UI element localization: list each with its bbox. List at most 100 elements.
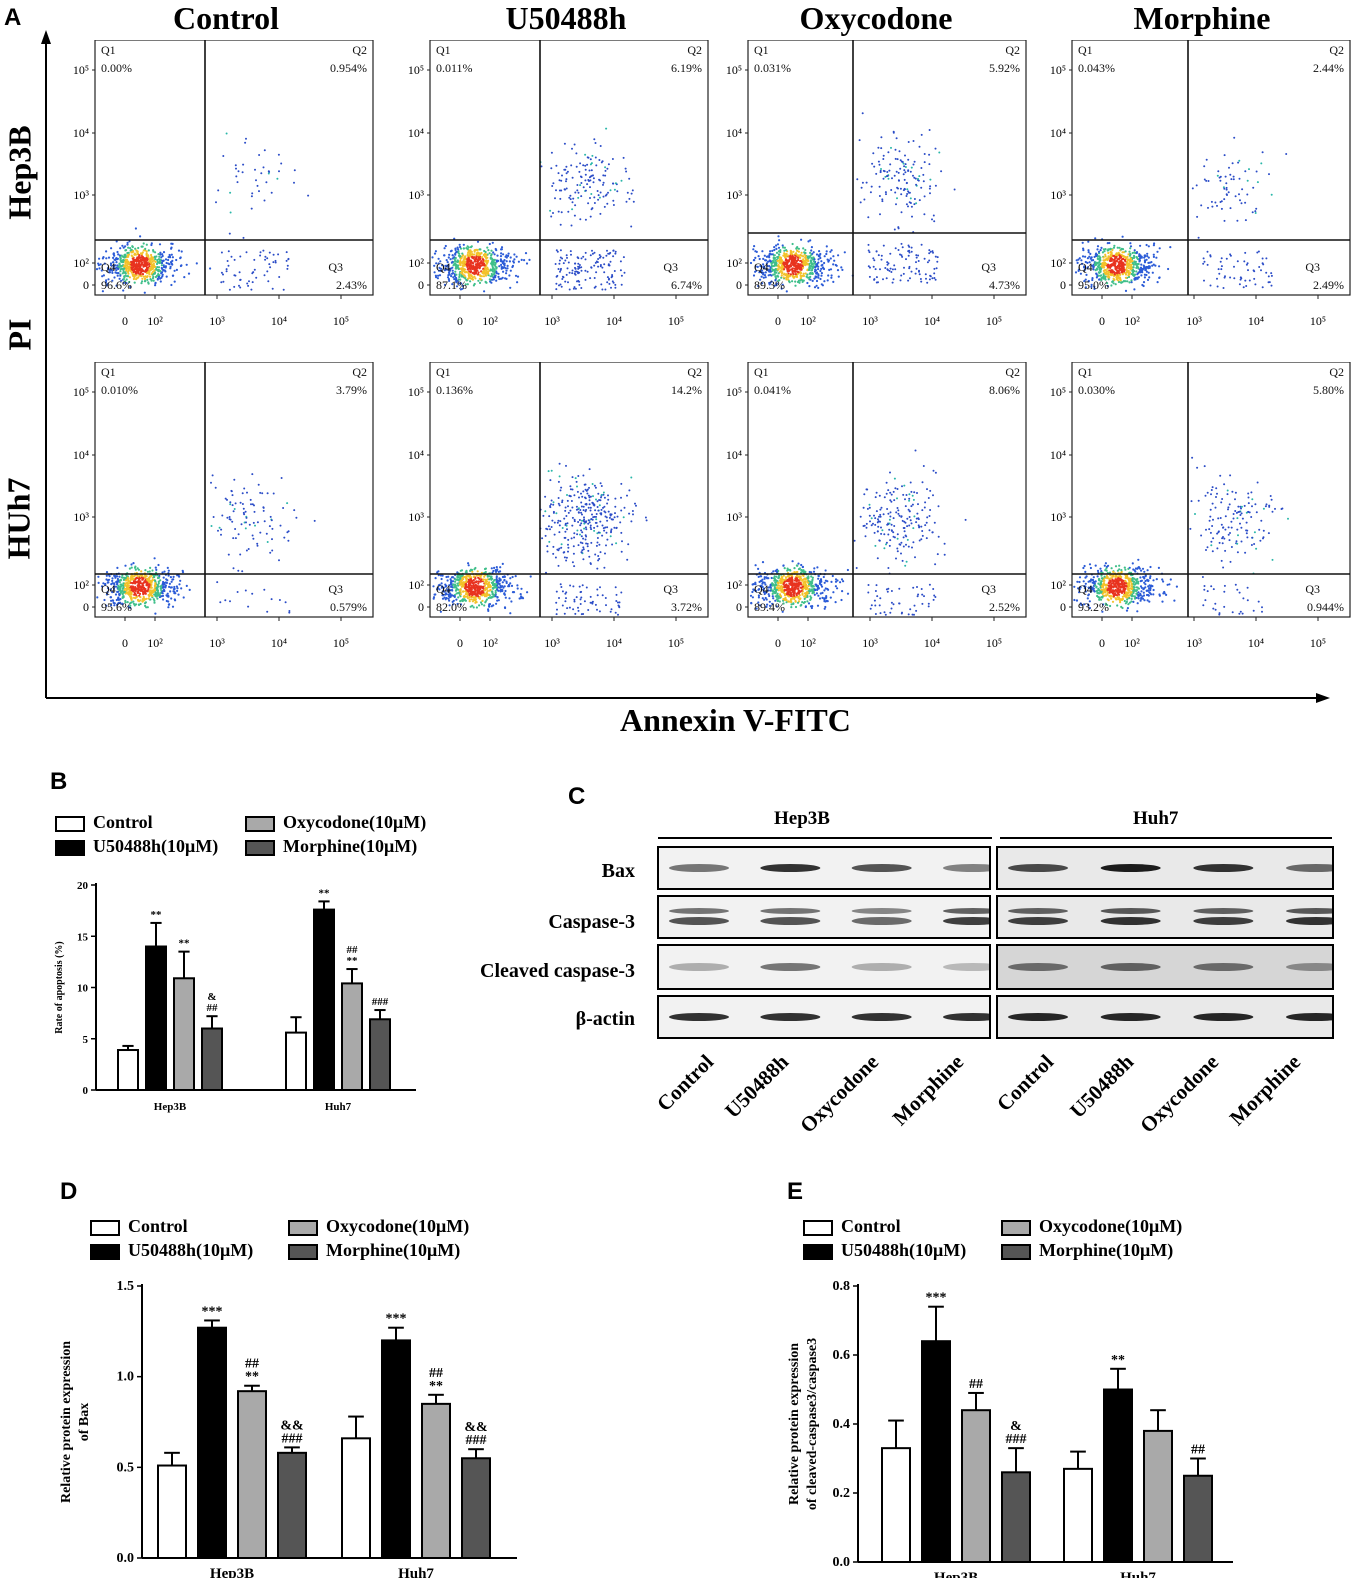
quadrant-q1-name: Q1 bbox=[101, 43, 116, 57]
x-tick-label: 10⁵ bbox=[668, 314, 684, 328]
band bbox=[1100, 908, 1161, 914]
y-tick-label: 15 bbox=[77, 931, 89, 943]
y-tick-label: 0 bbox=[83, 600, 89, 614]
blot-bands bbox=[669, 864, 989, 872]
x-tick-label: 10⁴ bbox=[1248, 314, 1264, 328]
facs-events bbox=[95, 132, 310, 294]
quadrant-q1-name: Q1 bbox=[754, 365, 769, 379]
bar bbox=[201, 1027, 223, 1091]
bar bbox=[145, 945, 167, 1091]
significance-label: && bbox=[280, 1418, 303, 1433]
bar bbox=[173, 977, 195, 1091]
quadrant-q3-value: 4.73% bbox=[989, 278, 1020, 292]
quadrant-q2-value: 2.44% bbox=[1313, 61, 1344, 75]
quadrant-q1-name: Q1 bbox=[101, 365, 116, 379]
quadrant-q3-value: 2.49% bbox=[1313, 278, 1344, 292]
y-axis-label: of Bax bbox=[77, 1403, 92, 1442]
x-tick-label: 10⁵ bbox=[333, 314, 349, 328]
wb-group-lines bbox=[658, 837, 1332, 839]
y-tick-label: 10² bbox=[1050, 256, 1066, 270]
quadrant-q3-value: 0.579% bbox=[330, 600, 367, 614]
x-tick-label: 10⁴ bbox=[924, 314, 940, 328]
bar bbox=[117, 1049, 139, 1091]
significance-label: ## bbox=[969, 1377, 983, 1392]
cleaved-caspase-bar-chart: 0.0 0.2 0.4 0.6 0.8 Relative protein expressi… bbox=[787, 1279, 1233, 1578]
x-tick-label: 10³ bbox=[1186, 314, 1202, 328]
x-tick-label: 10² bbox=[800, 636, 816, 650]
x-tick-label: 0 bbox=[775, 636, 781, 650]
y-tick-label: 10² bbox=[73, 578, 89, 592]
band bbox=[1193, 917, 1254, 925]
band bbox=[943, 908, 989, 914]
quadrant-q4-value: 89.3% bbox=[754, 278, 785, 292]
y-tick-label: 0 bbox=[418, 600, 424, 614]
significance-label: ** bbox=[319, 887, 331, 899]
x-tick-label: 10³ bbox=[544, 314, 560, 328]
legend-item-morphine: Morphine(10μM) bbox=[288, 1240, 460, 1261]
quadrant-q3-name: Q3 bbox=[1305, 260, 1320, 274]
facs-scatter: Q1 0.030% Q2 5.80% Q4 93.2% Q3 0.944% 10⁵ 10⁴ 10³ 1… bbox=[1050, 362, 1351, 650]
significance-label: ### bbox=[372, 996, 389, 1008]
bar bbox=[961, 1409, 991, 1563]
y-axis-label: of cleaved-caspase3/caspase3 bbox=[805, 1338, 820, 1510]
x-tick-label: 10⁴ bbox=[924, 636, 940, 650]
significance-label: *** bbox=[926, 1291, 947, 1306]
bar bbox=[381, 1339, 411, 1560]
significance-label: *** bbox=[202, 1304, 223, 1319]
facs-plot: Q1 0.011% Q2 6.19% Q4 87.1% Q3 6.74% 10⁵ 10⁴ 10³ 10… bbox=[390, 40, 713, 355]
significance-label: & bbox=[207, 991, 216, 1003]
band bbox=[851, 917, 912, 925]
y-tick-label: 10³ bbox=[1050, 510, 1066, 524]
facs-events bbox=[749, 112, 956, 293]
quadrant-q3-value: 2.52% bbox=[989, 600, 1020, 614]
blot-strip bbox=[996, 895, 1334, 939]
y-tick-label: 10² bbox=[726, 578, 742, 592]
bar bbox=[1183, 1474, 1213, 1563]
quadrant-q2-name: Q2 bbox=[687, 365, 702, 379]
quadrant-q4-value: 93.2% bbox=[1078, 600, 1109, 614]
quadrant-q3-name: Q3 bbox=[981, 260, 996, 274]
panel-label-a: A bbox=[4, 4, 22, 31]
band bbox=[851, 864, 912, 872]
band bbox=[943, 1013, 989, 1021]
y-tick-label: 0.0 bbox=[833, 1555, 851, 1570]
x-tick-label: 10³ bbox=[862, 314, 878, 328]
column-title-oxycodone: Oxycodone bbox=[799, 0, 953, 36]
y-tick-label: 10⁵ bbox=[726, 63, 742, 77]
y-tick-label: 10⁴ bbox=[408, 126, 424, 140]
facs-events bbox=[1074, 136, 1288, 292]
quadrant-q3-value: 6.74% bbox=[671, 278, 702, 292]
band bbox=[669, 963, 729, 971]
quadrant-q2-name: Q2 bbox=[352, 43, 367, 57]
band bbox=[943, 864, 989, 872]
column-title-control: Control bbox=[172, 0, 280, 36]
quadrant-q3-name: Q3 bbox=[663, 260, 678, 274]
y-tick-label: 10³ bbox=[408, 188, 424, 202]
x-tick-label: 10⁵ bbox=[1310, 314, 1326, 328]
quadrant-q2-name: Q2 bbox=[1329, 43, 1344, 57]
legend-item-u50488h: U50488h(10μM) bbox=[803, 1240, 966, 1261]
y-tick-label: 0.0 bbox=[117, 1551, 135, 1566]
legend-item-control: Control bbox=[803, 1216, 901, 1237]
quadrant-q4-name: Q4 bbox=[101, 260, 116, 274]
quadrant-q4-value: 89.4% bbox=[754, 600, 785, 614]
band bbox=[1008, 917, 1068, 925]
column-title-u50488h: U50488h bbox=[505, 0, 627, 36]
quadrant-q1-name: Q1 bbox=[754, 43, 769, 57]
blot-strip bbox=[996, 944, 1334, 990]
band bbox=[1100, 864, 1161, 872]
quadrant-q1-name: Q1 bbox=[1078, 43, 1093, 57]
quadrant-q2-name: Q2 bbox=[352, 365, 367, 379]
band bbox=[851, 963, 912, 971]
quadrant-q4-name: Q4 bbox=[754, 582, 769, 596]
panel-label-c: C bbox=[568, 783, 586, 810]
x-tick-label: 0 bbox=[457, 314, 463, 328]
blot-bands bbox=[1008, 1013, 1332, 1021]
y-tick-label: 0 bbox=[1060, 600, 1066, 614]
facs-scatter: Q1 0.010% Q2 3.79% Q4 95.6% Q3 0.579% 10⁵ 10⁴ 10³ 1… bbox=[73, 362, 374, 650]
facs-plot: Q1 0.031% Q2 5.92% Q4 89.3% Q3 4.73% 10⁵ 10⁴ 10³ 10… bbox=[708, 40, 1031, 355]
category-label: Hep3B bbox=[934, 1570, 978, 1578]
legend-item-u50488h: U50488h(10μM) bbox=[90, 1240, 253, 1261]
category-label: Huh7 bbox=[1120, 1570, 1156, 1578]
legend-item-morphine: Morphine(10μM) bbox=[245, 836, 417, 857]
